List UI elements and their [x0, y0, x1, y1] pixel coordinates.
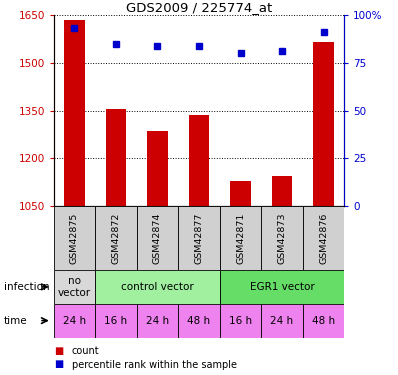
Text: 48 h: 48 h — [312, 316, 335, 326]
Text: GSM42871: GSM42871 — [236, 212, 245, 264]
Bar — [303, 304, 344, 338]
Bar — [95, 206, 137, 270]
Text: GSM42875: GSM42875 — [70, 212, 79, 264]
Bar — [54, 304, 95, 338]
Text: 24 h: 24 h — [63, 316, 86, 326]
Text: 24 h: 24 h — [271, 316, 294, 326]
Bar — [261, 304, 303, 338]
Bar — [230, 181, 251, 206]
Text: control vector: control vector — [121, 282, 194, 292]
Text: 16 h: 16 h — [229, 316, 252, 326]
Text: time: time — [4, 316, 27, 326]
Text: percentile rank within the sample: percentile rank within the sample — [72, 360, 237, 369]
Text: 24 h: 24 h — [146, 316, 169, 326]
Text: GSM42874: GSM42874 — [153, 212, 162, 264]
Bar — [189, 116, 209, 206]
Text: count: count — [72, 346, 99, 355]
Bar — [178, 304, 220, 338]
Bar — [105, 109, 126, 206]
Bar — [54, 206, 95, 270]
Text: infection: infection — [4, 282, 50, 292]
Text: ■: ■ — [54, 346, 63, 355]
Text: ■: ■ — [54, 360, 63, 369]
Bar — [220, 304, 261, 338]
Bar — [261, 206, 303, 270]
Text: GSM42877: GSM42877 — [195, 212, 203, 264]
Bar — [64, 20, 85, 206]
Bar — [54, 270, 95, 304]
Text: GSM42876: GSM42876 — [319, 212, 328, 264]
Bar — [271, 176, 293, 206]
Text: GSM42872: GSM42872 — [111, 212, 121, 264]
Title: GDS2009 / 225774_at: GDS2009 / 225774_at — [126, 1, 272, 14]
Bar — [95, 270, 220, 304]
Bar — [137, 206, 178, 270]
Text: GSM42873: GSM42873 — [277, 212, 287, 264]
Text: no
vector: no vector — [58, 276, 91, 298]
Bar — [137, 304, 178, 338]
Bar — [220, 270, 344, 304]
Bar — [303, 206, 344, 270]
Bar — [313, 42, 334, 206]
Text: EGR1 vector: EGR1 vector — [250, 282, 314, 292]
Bar — [147, 131, 168, 206]
Bar — [178, 206, 220, 270]
Bar — [95, 304, 137, 338]
Text: 48 h: 48 h — [187, 316, 211, 326]
Bar — [220, 206, 261, 270]
Text: 16 h: 16 h — [104, 316, 127, 326]
